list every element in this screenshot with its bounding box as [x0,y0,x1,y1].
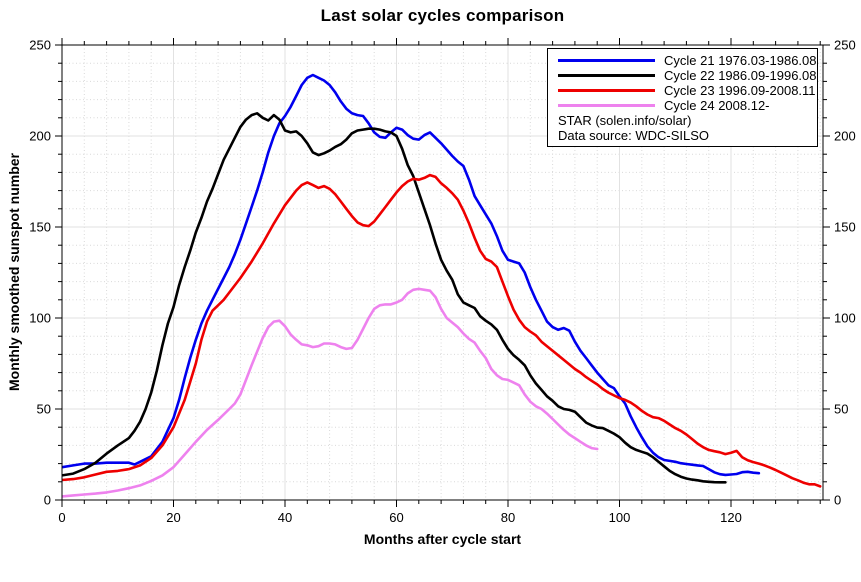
y-tick-label-left: 200 [29,129,51,144]
y-axis-title: Monthly smoothed sunspot number [6,153,22,391]
y-tick-label-left: 250 [29,38,51,53]
y-tick-label-right: 100 [834,311,856,326]
y-tick-label-right: 250 [834,38,856,53]
cycle-22-line [62,112,727,484]
legend: Cycle 21 1976.03-1986.08 Cycle 22 1986.09… [547,48,818,147]
y-tick-label-right: 200 [834,129,856,144]
plot-frame [61,44,824,501]
legend-line-sample [558,74,655,77]
legend-entries: Cycle 21 1976.03-1986.08 Cycle 22 1986.09… [558,53,817,113]
y-tick-label-left: 100 [29,311,51,326]
cycle-21-line [62,73,761,477]
legend-credit-star: STAR (solen.info/solar) [558,113,692,128]
x-tick-label: 60 [389,510,403,525]
y-tick-label-left: 0 [44,493,51,508]
legend-item-cycle-22: Cycle 22 1986.09-1996.08 [558,68,817,83]
x-tick-label: 120 [720,510,742,525]
x-tick-label: 100 [609,510,631,525]
legend-item-cycle-24: Cycle 24 2008.12- [558,98,817,113]
legend-credit-source: Data source: WDC-SILSO [558,127,709,143]
x-tick-label: 80 [501,510,515,525]
series-lines [62,73,822,498]
chart-title: Last solar cycles comparison [320,6,565,25]
x-tick-label: 0 [58,510,65,525]
y-tick-label-right: 150 [834,220,856,235]
legend-line-sample [558,59,655,62]
x-tick-label: 40 [278,510,292,525]
legend-item-label: Cycle 22 1986.09-1996.08 [664,68,817,83]
cycle-23-line [62,173,822,488]
y-tick-label-left: 50 [37,402,51,417]
y-tick-label-right: 0 [834,493,841,508]
legend-item-label: Cycle 23 1996.09-2008.11 [664,83,816,98]
cycle-24-line [62,287,599,498]
y-tick-label-left: 150 [29,220,51,235]
y-tick-label-right: 50 [834,402,848,417]
legend-item-cycle-23: Cycle 23 1996.09-2008.11 [558,83,817,98]
legend-line-sample [558,104,655,107]
legend-item-label: Cycle 24 2008.12- [664,98,770,113]
legend-item-label: Cycle 21 1976.03-1986.08 [664,53,817,68]
x-axis-title: Months after cycle start [363,531,522,547]
legend-item-cycle-21: Cycle 21 1976.03-1986.08 [558,53,817,68]
x-tick-label: 20 [166,510,180,525]
legend-line-sample [558,89,655,92]
axis-ticks [55,38,830,507]
